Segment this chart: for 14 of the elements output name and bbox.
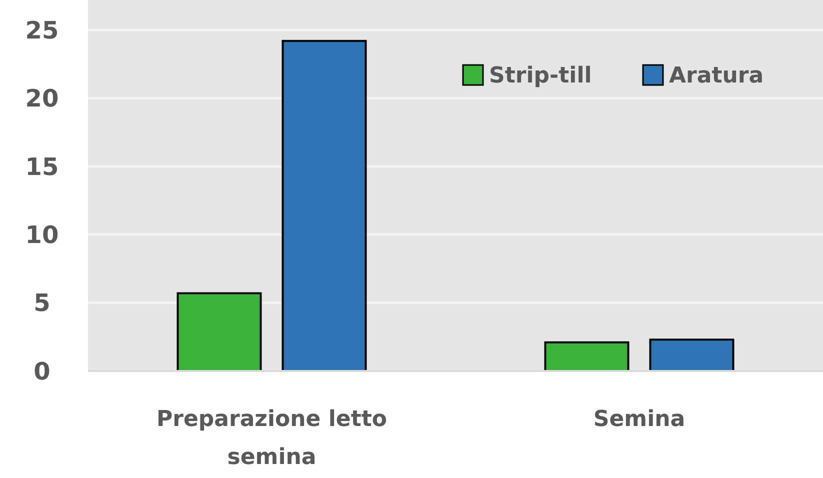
bar	[649, 338, 734, 372]
y-tick-label: 0	[34, 357, 50, 386]
y-tick-label: 5	[34, 289, 50, 318]
x-tick-label: Semina	[593, 407, 686, 432]
bar	[544, 341, 630, 372]
bar	[282, 40, 367, 372]
legend-label: Strip-till	[489, 64, 592, 89]
y-tick-label: 15	[25, 152, 59, 181]
x-tick-label: Preparazione letto semina	[156, 407, 387, 470]
y-tick-label: 25	[25, 16, 59, 44]
y-tick-label: 10	[25, 221, 59, 249]
legend-label: Aratura	[669, 64, 764, 89]
bar	[176, 292, 262, 372]
y-tick-label: 20	[25, 84, 59, 113]
